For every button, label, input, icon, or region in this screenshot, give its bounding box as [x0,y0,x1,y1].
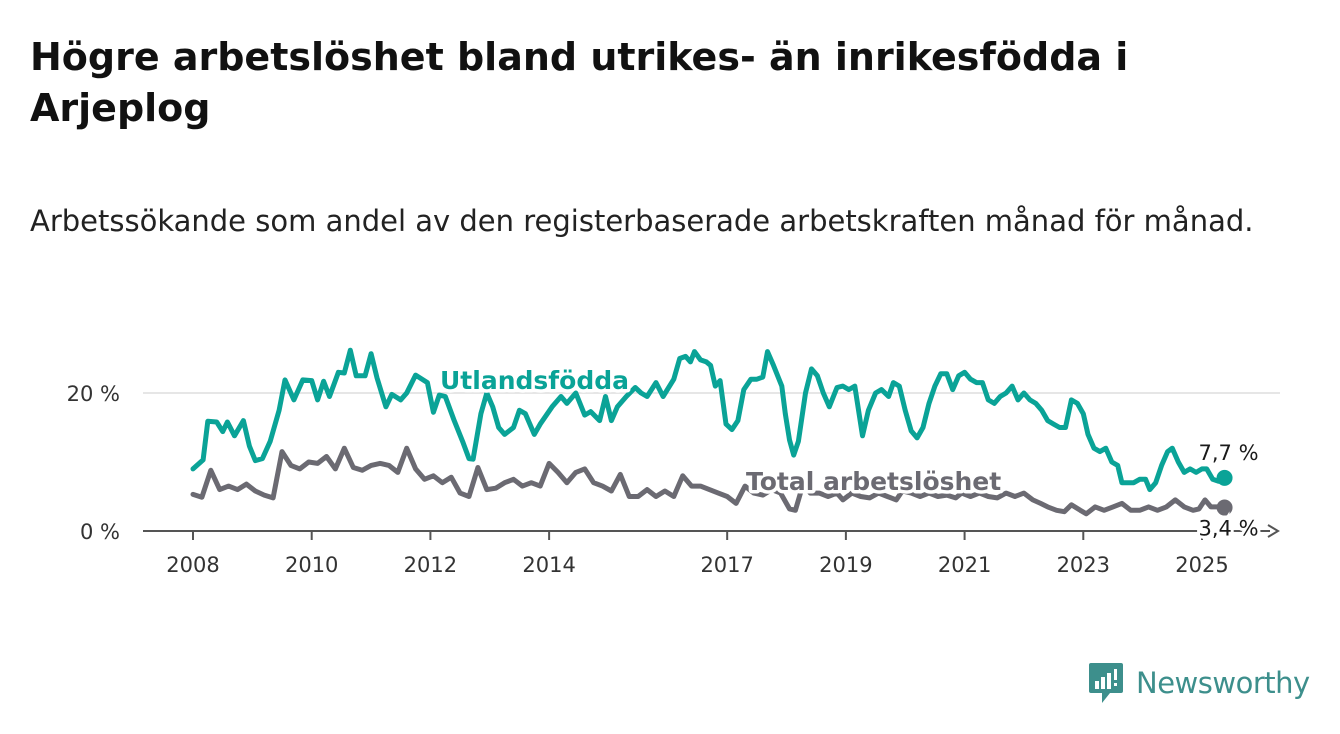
end-point-utlandsfodda [1216,469,1233,486]
chart-title: Högre arbetslöshet bland utrikes- än inr… [30,35,1129,130]
x-tick-label: 2019 [819,553,872,577]
x-tick-label: 2017 [700,553,753,577]
series-line-utlandsfodda [190,347,1228,493]
y-tick-label: 0 % [80,520,120,544]
x-tick-label: 2021 [938,553,991,577]
chart-subtitle: Arbetssökande som andel av den registerb… [30,204,1254,238]
series-line-total [190,445,1228,517]
end-label-total: 3,4 % [1199,517,1259,541]
x-tick-label: 2010 [285,553,338,577]
end-label-utlandsfodda: 7,7 % [1199,441,1259,465]
x-tick-label: 2012 [404,553,457,577]
newsworthy-logo: Newsworthy [1088,660,1310,706]
series-label-total: Total arbetslöshet [746,467,1001,496]
label-layer: 0 % 20 % 2008 2010 2012 2014 2017 2019 2021 2023 2… [67,363,1262,578]
brand-name: Newsworthy [1136,666,1310,700]
x-tick-label: 2008 [166,553,219,577]
newsworthy-logo-icon [1089,663,1123,703]
grid-layer [143,392,1280,540]
x-tick-label: 2025 [1175,553,1228,577]
series-layer [190,347,1233,517]
y-tick-label: 20 % [67,382,120,406]
x-axis-arrow [1267,524,1280,538]
x-tick-label: 2014 [522,553,575,577]
x-tick-label: 2023 [1057,553,1110,577]
series-label-utlandsfodda: Utlandsfödda [440,366,629,395]
end-point-total [1216,499,1233,516]
